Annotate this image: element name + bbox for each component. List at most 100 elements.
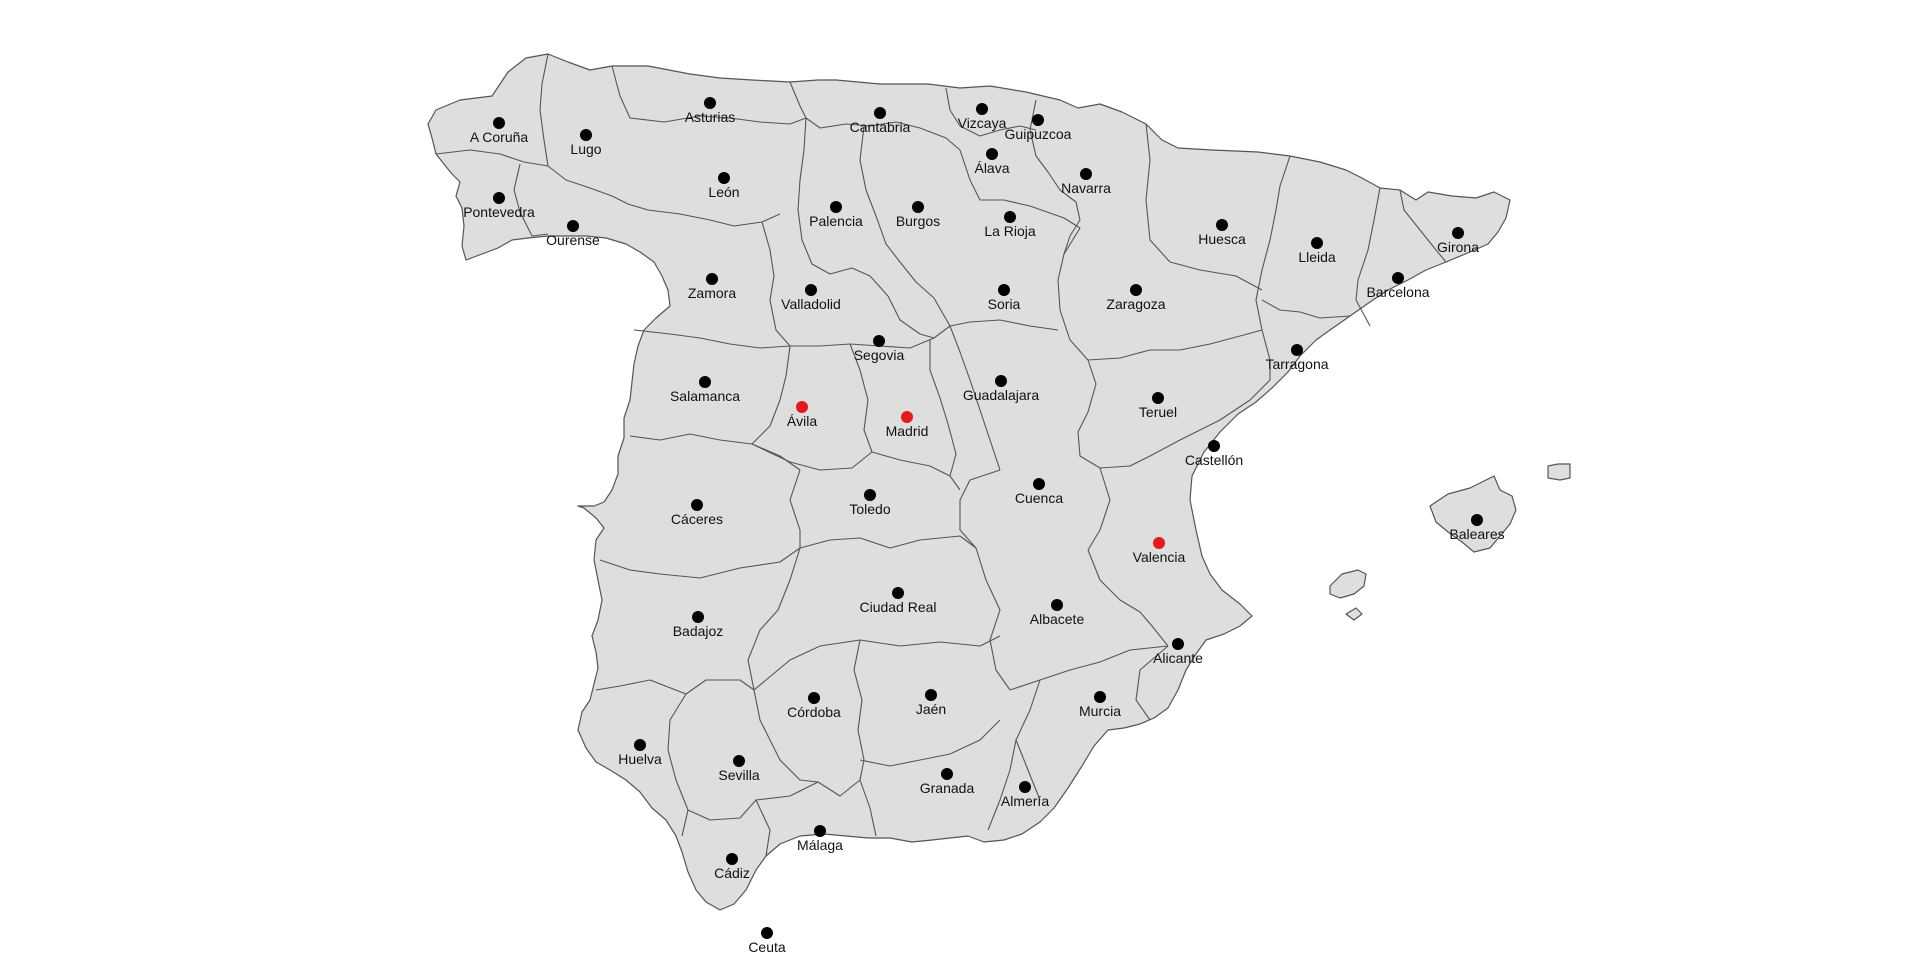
border-cuenca-west bbox=[959, 469, 1001, 549]
city-label: Girona bbox=[1437, 239, 1479, 255]
border-madrid-guadalajara bbox=[929, 340, 957, 477]
border-burgos bbox=[859, 125, 935, 299]
city-label: Granada bbox=[920, 780, 975, 796]
border-tarragona bbox=[1261, 299, 1351, 319]
city-marker-dot bbox=[901, 411, 913, 423]
border-valencia-albacete bbox=[1087, 549, 1169, 647]
city-marker-dot bbox=[1172, 638, 1184, 650]
city-label: Guipuzcoa bbox=[1005, 126, 1072, 142]
border-alicante-murcia bbox=[1135, 645, 1169, 721]
city-marker-dot bbox=[692, 611, 704, 623]
border-malaga-granada bbox=[859, 779, 877, 837]
border-basque bbox=[945, 87, 1037, 137]
city-la-rioja: La Rioja bbox=[984, 211, 1036, 239]
city-girona: Girona bbox=[1437, 227, 1479, 255]
city-marker-dot bbox=[726, 853, 738, 865]
border-zamora-valladolid bbox=[761, 221, 791, 347]
city-marker-dot bbox=[925, 689, 937, 701]
city-label: Ciudad Real bbox=[859, 599, 936, 615]
city-badajoz: Badajoz bbox=[673, 611, 723, 639]
city-marker-dot bbox=[873, 335, 885, 347]
city-jaen: Jaén bbox=[916, 689, 946, 717]
city-marker-dot bbox=[1152, 392, 1164, 404]
city-marker-dot bbox=[733, 755, 745, 767]
city-label: Zamora bbox=[688, 285, 736, 301]
city-segovia: Segovia bbox=[854, 335, 905, 363]
city-label: Salamanca bbox=[670, 388, 740, 404]
border-palencia bbox=[797, 117, 889, 297]
city-label: Málaga bbox=[797, 837, 843, 853]
city-ceuta: Ceuta bbox=[748, 927, 786, 955]
city-guipuzcoa: Guipuzcoa bbox=[1005, 114, 1072, 142]
border-asturias-south bbox=[611, 65, 807, 125]
border-castilla-sur bbox=[975, 547, 1011, 691]
border-toledo-cr bbox=[799, 535, 977, 549]
border-avila-madrid bbox=[849, 343, 873, 453]
city-marker-dot bbox=[1392, 272, 1404, 284]
city-label: Teruel bbox=[1139, 404, 1177, 420]
city-marker-dot bbox=[580, 129, 592, 141]
city-label: Madrid bbox=[886, 423, 929, 439]
city-label: Huelva bbox=[618, 751, 662, 767]
city-malaga: Málaga bbox=[797, 825, 843, 853]
city-label: Burgos bbox=[896, 213, 940, 229]
landmass bbox=[427, 53, 1571, 911]
city-marker-dot bbox=[1019, 781, 1031, 793]
city-marker-dot bbox=[699, 376, 711, 388]
city-label: Castellón bbox=[1185, 452, 1243, 468]
city-lugo: Lugo bbox=[570, 129, 602, 157]
border-teruel-castellon bbox=[1099, 379, 1271, 469]
city-label: Guadalajara bbox=[963, 387, 1039, 403]
city-pontevedra: Pontevedra bbox=[463, 192, 535, 220]
city-marker-dot bbox=[805, 284, 817, 296]
city-sevilla: Sevilla bbox=[718, 755, 760, 783]
city-albacete: Albacete bbox=[1030, 599, 1085, 627]
city-marker-dot bbox=[634, 739, 646, 751]
city-marker-dot bbox=[998, 284, 1010, 296]
border-cr-andalucia bbox=[753, 635, 1001, 691]
city-label: Alicante bbox=[1153, 650, 1203, 666]
border-galicia-inner bbox=[435, 149, 549, 167]
city-granada: Granada bbox=[920, 768, 975, 796]
mallorca-shape bbox=[1429, 475, 1517, 553]
city-markers: A Coruña Lugo Asturias Cantabria VizcayaGuip… bbox=[463, 97, 1505, 955]
city-marker-dot bbox=[986, 148, 998, 160]
city-label: Sevilla bbox=[718, 767, 759, 783]
border-girona bbox=[1399, 189, 1447, 263]
city-asturias: Asturias bbox=[685, 97, 735, 125]
city-label: Jaén bbox=[916, 701, 946, 717]
city-caceres: Cáceres bbox=[671, 499, 723, 527]
city-cadiz: Cádiz bbox=[714, 853, 750, 881]
city-label: Zaragoza bbox=[1106, 296, 1165, 312]
border-lleida-barcelona bbox=[1355, 187, 1381, 327]
city-alicante: Alicante bbox=[1153, 638, 1203, 666]
border-larioja bbox=[959, 149, 1081, 255]
menorca-shape bbox=[1547, 463, 1571, 481]
city-marker-dot bbox=[1153, 537, 1165, 549]
city-marker-dot bbox=[761, 927, 773, 939]
border-aragon-cat bbox=[1255, 155, 1291, 380]
city-marker-dot bbox=[1080, 168, 1092, 180]
city-marker-dot bbox=[1208, 440, 1220, 452]
border-sevilla-cadiz bbox=[687, 799, 771, 857]
border-ourense bbox=[513, 163, 549, 237]
city-marker-dot bbox=[1216, 219, 1228, 231]
city-ciudad-real: Ciudad Real bbox=[859, 587, 937, 615]
border-toledo-north bbox=[751, 443, 961, 491]
city-marker-dot bbox=[1033, 478, 1045, 490]
border-cordoba-jaen bbox=[853, 639, 865, 781]
city-label: Baleares bbox=[1449, 526, 1504, 542]
border-zaragoza-teruel bbox=[1087, 329, 1263, 361]
city-madrid: Madrid bbox=[886, 411, 929, 439]
city-teruel: Teruel bbox=[1139, 392, 1177, 420]
city-marker-dot bbox=[1311, 237, 1323, 249]
city-label: Albacete bbox=[1030, 611, 1085, 627]
city-marker-dot bbox=[830, 201, 842, 213]
city-marker-dot bbox=[808, 692, 820, 704]
city-murcia: Murcia bbox=[1079, 691, 1121, 719]
city-label: Barcelona bbox=[1366, 284, 1429, 300]
border-navarra-west bbox=[1029, 99, 1081, 255]
city-label: Soria bbox=[988, 296, 1021, 312]
city-marker-dot bbox=[976, 103, 988, 115]
